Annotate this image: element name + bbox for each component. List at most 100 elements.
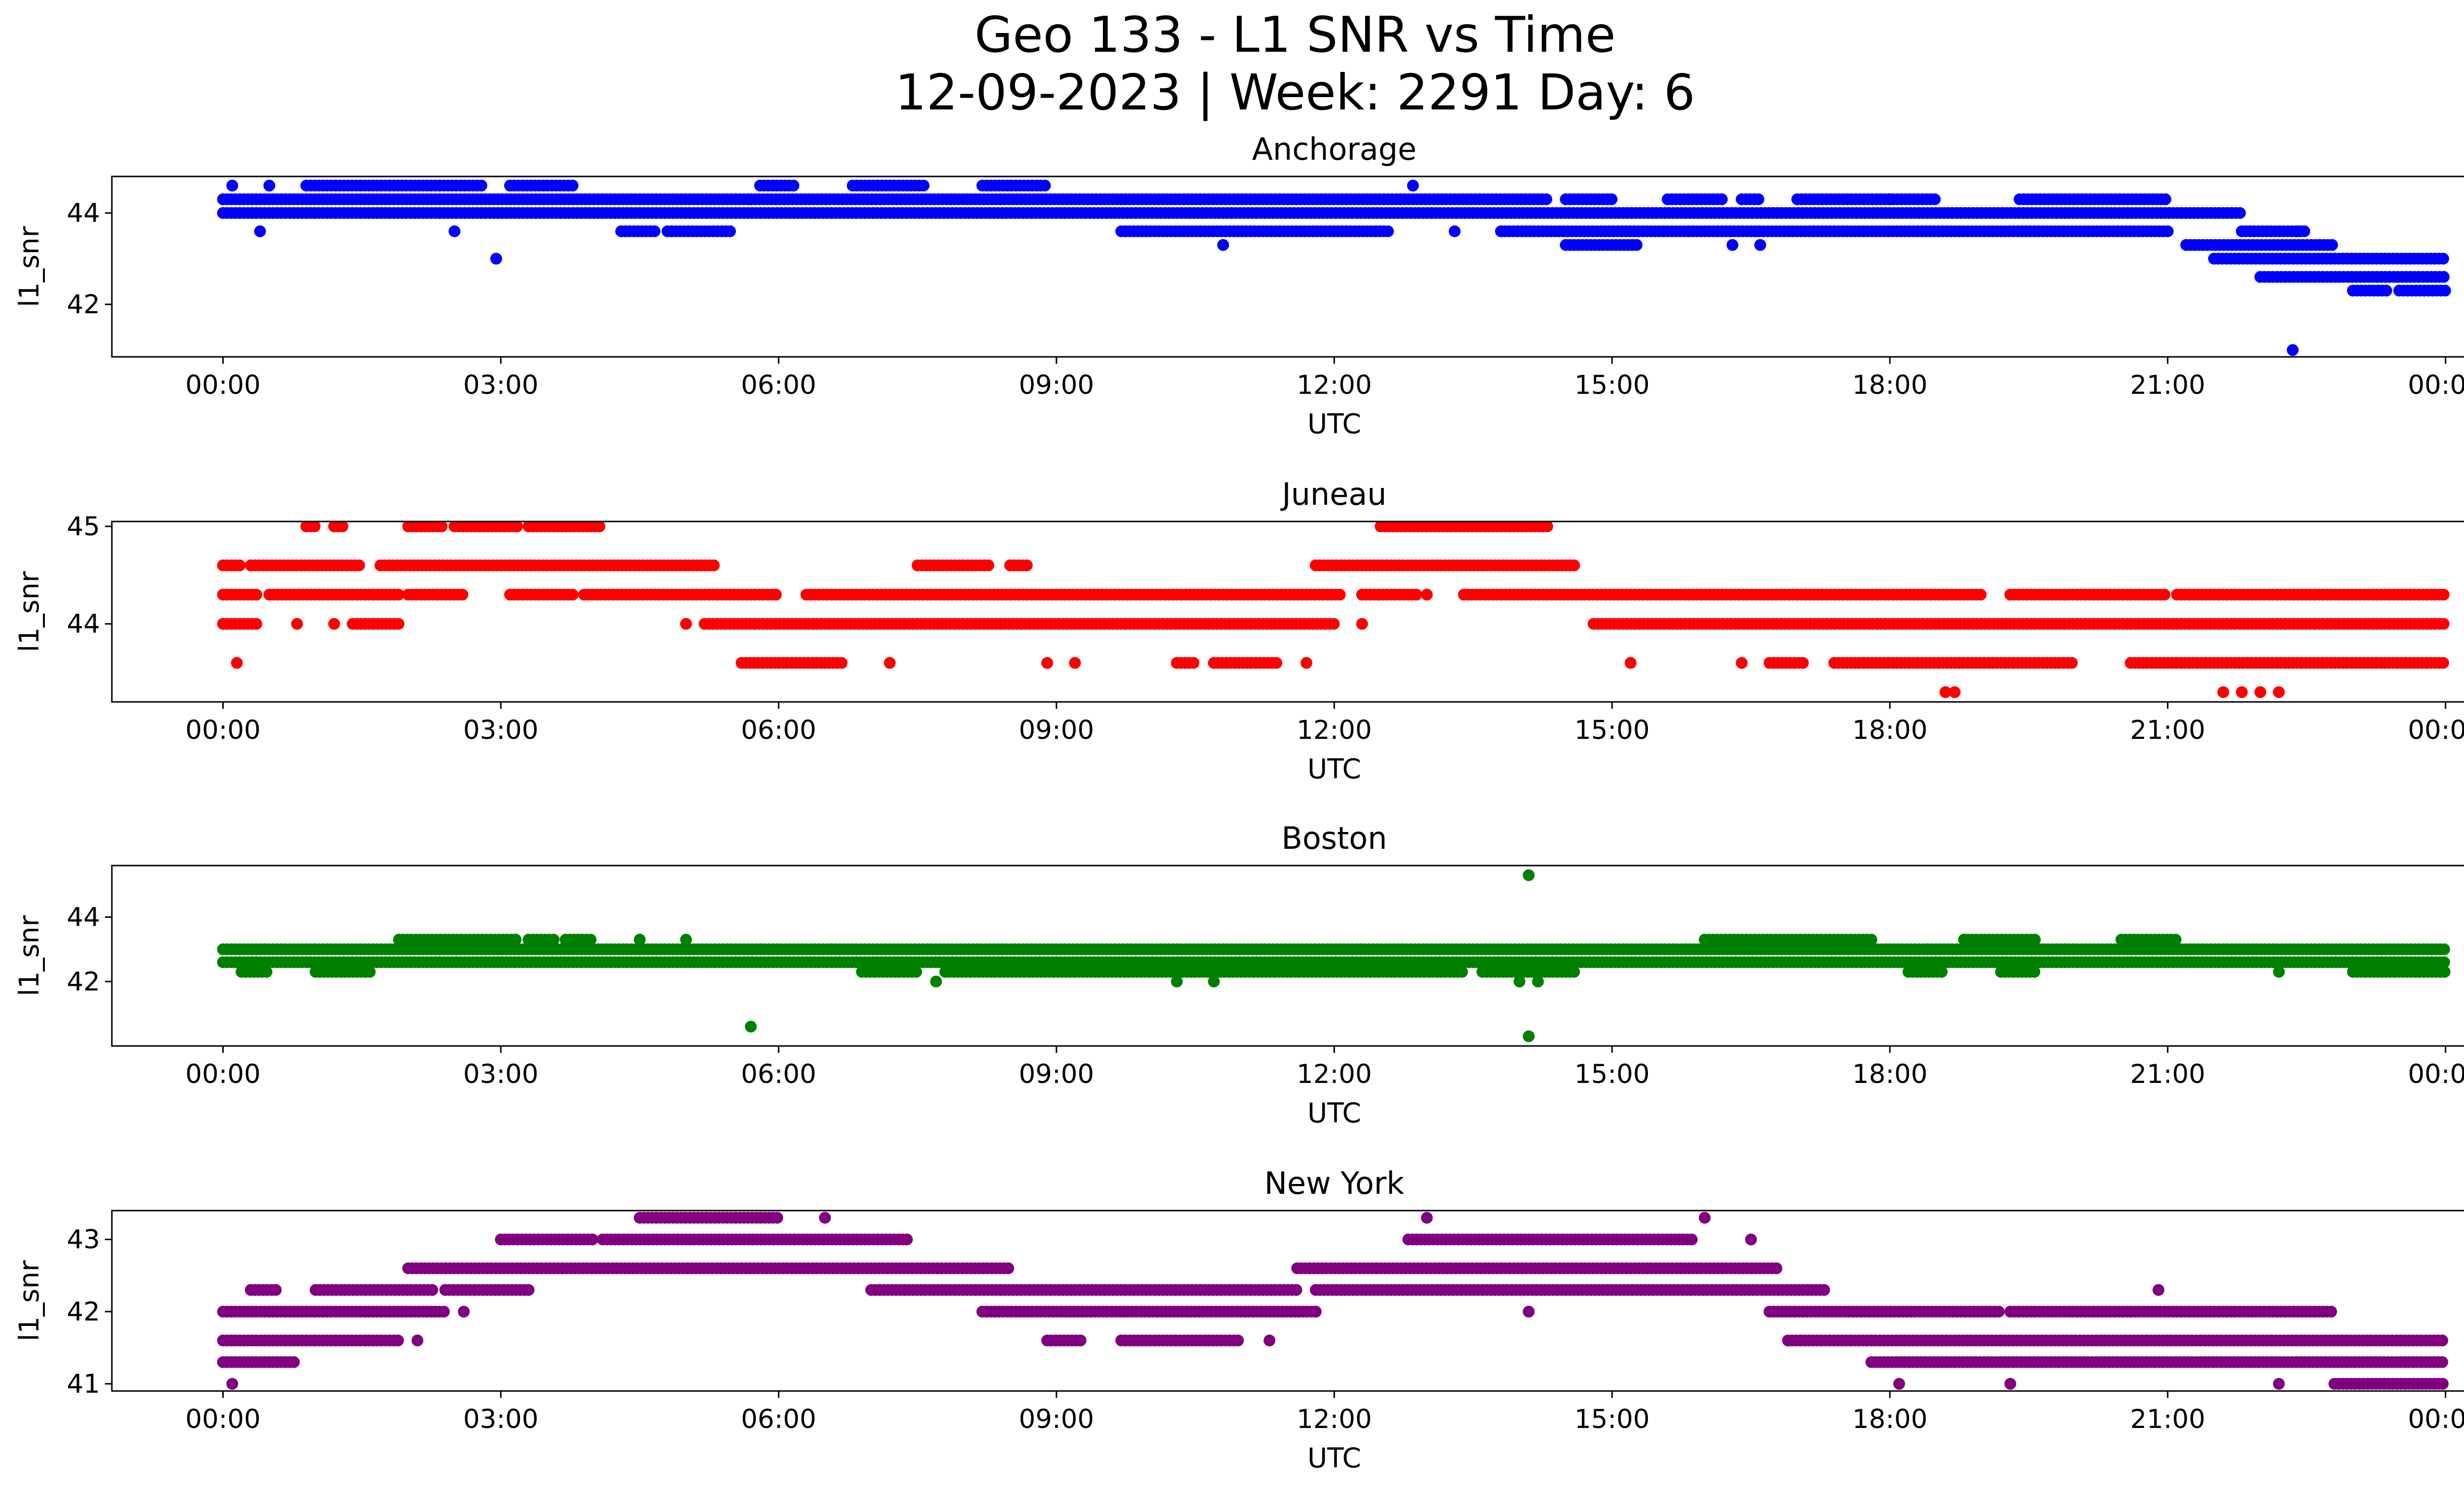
data-point [2236,686,2248,698]
x-tick-label: 00:00 [185,715,261,745]
data-point [745,1020,757,1033]
data-point [260,966,273,978]
x-tick-label: 00:00 [2408,1059,2464,1089]
data-point [593,522,606,532]
y-tick-label: 42 [67,289,100,319]
data-point [2437,271,2450,283]
data-point [1752,193,1765,206]
data-point [308,522,321,532]
data-point [1187,657,1199,669]
data-point [475,179,487,192]
subplot-title: New York [1265,1165,1404,1201]
data-point [1532,975,1544,988]
data-point [1540,193,1552,206]
data-point [1715,193,1728,206]
data-point [490,252,502,265]
x-tick-label: 18:00 [1852,1059,1928,1089]
data-point [1949,686,1961,698]
x-tick-label: 21:00 [2130,715,2205,745]
data-point [2380,284,2393,297]
data-point [1513,975,1526,988]
data-point [724,225,736,238]
x-axis-label: UTC [1307,1097,1361,1129]
x-tick-label: 12:00 [1297,1059,1372,1089]
data-point [1021,559,1033,571]
data-point [510,934,522,946]
x-tick-label: 03:00 [463,1059,539,1089]
data-point [1606,193,1618,206]
data-point [1936,966,1948,978]
data-point [353,559,365,571]
data-point [250,618,263,630]
data-point [426,1284,439,1296]
x-tick-label: 03:00 [463,370,539,400]
data-point [2439,284,2451,297]
data-point [2291,225,2303,238]
x-tick-label: 09:00 [1019,1059,1094,1089]
data-point [634,934,646,946]
data-point [930,975,942,988]
data-point [1041,657,1053,669]
data-point [234,559,246,571]
data-point [708,559,720,571]
figure-title-line2: 12-09-2023 | Week: 2291 Day: 6 [895,64,1695,121]
x-tick-label: 15:00 [1574,370,1650,400]
x-axis-label: UTC [1307,753,1361,785]
data-point [1568,966,1580,978]
data-point [2437,252,2449,265]
data-point [1217,239,1229,251]
data-point [1726,239,1739,251]
data-point [263,179,275,192]
data-point [2217,686,2229,698]
data-point [226,179,239,192]
data-point [1002,1262,1014,1275]
data-point [448,225,461,238]
data-point [1270,657,1283,669]
x-tick-label: 00:00 [185,370,261,400]
data-point [1334,589,1346,601]
data-point [1069,657,1081,669]
data-point [2159,193,2172,206]
data-point [1171,975,1183,988]
x-tick-label: 00:00 [2408,715,2464,745]
y-axis-label: l1_snr [13,571,45,652]
data-point [1410,589,1422,601]
x-tick-label: 00:00 [185,1059,261,1089]
data-point [2438,956,2450,969]
data-point [1975,589,1987,601]
data-point [884,657,896,669]
data-point [1736,657,1748,669]
data-point [1624,657,1637,669]
data-point [1523,1030,1535,1043]
data-point [1770,1262,1782,1275]
data-point [2273,966,2285,978]
y-tick-label: 42 [67,967,100,997]
y-axis-label: l1_snr [13,915,45,996]
data-point [584,934,597,946]
x-tick-label: 06:00 [741,715,817,745]
data-points [217,179,2451,356]
data-point [2169,934,2182,946]
data-point [328,618,340,630]
data-point [2066,657,2078,669]
data-point [2158,589,2171,601]
data-point [392,589,405,601]
data-point [364,966,376,978]
data-point [1754,239,1766,251]
data-point [649,225,661,238]
y-tick-label: 45 [67,512,100,542]
data-point [1939,686,1951,698]
data-point [2326,239,2338,251]
data-point [336,522,348,532]
x-tick-label: 15:00 [1574,715,1650,745]
x-tick-label: 15:00 [1574,1059,1650,1089]
data-points [217,522,2450,698]
figure-title-line1: Geo 133 - L1 SNR vs Time [975,6,1616,64]
subplot-title: Anchorage [1252,131,1416,167]
data-point [770,589,782,601]
data-point [522,1284,535,1296]
data-point [1797,657,1809,669]
data-point [1685,1233,1698,1246]
